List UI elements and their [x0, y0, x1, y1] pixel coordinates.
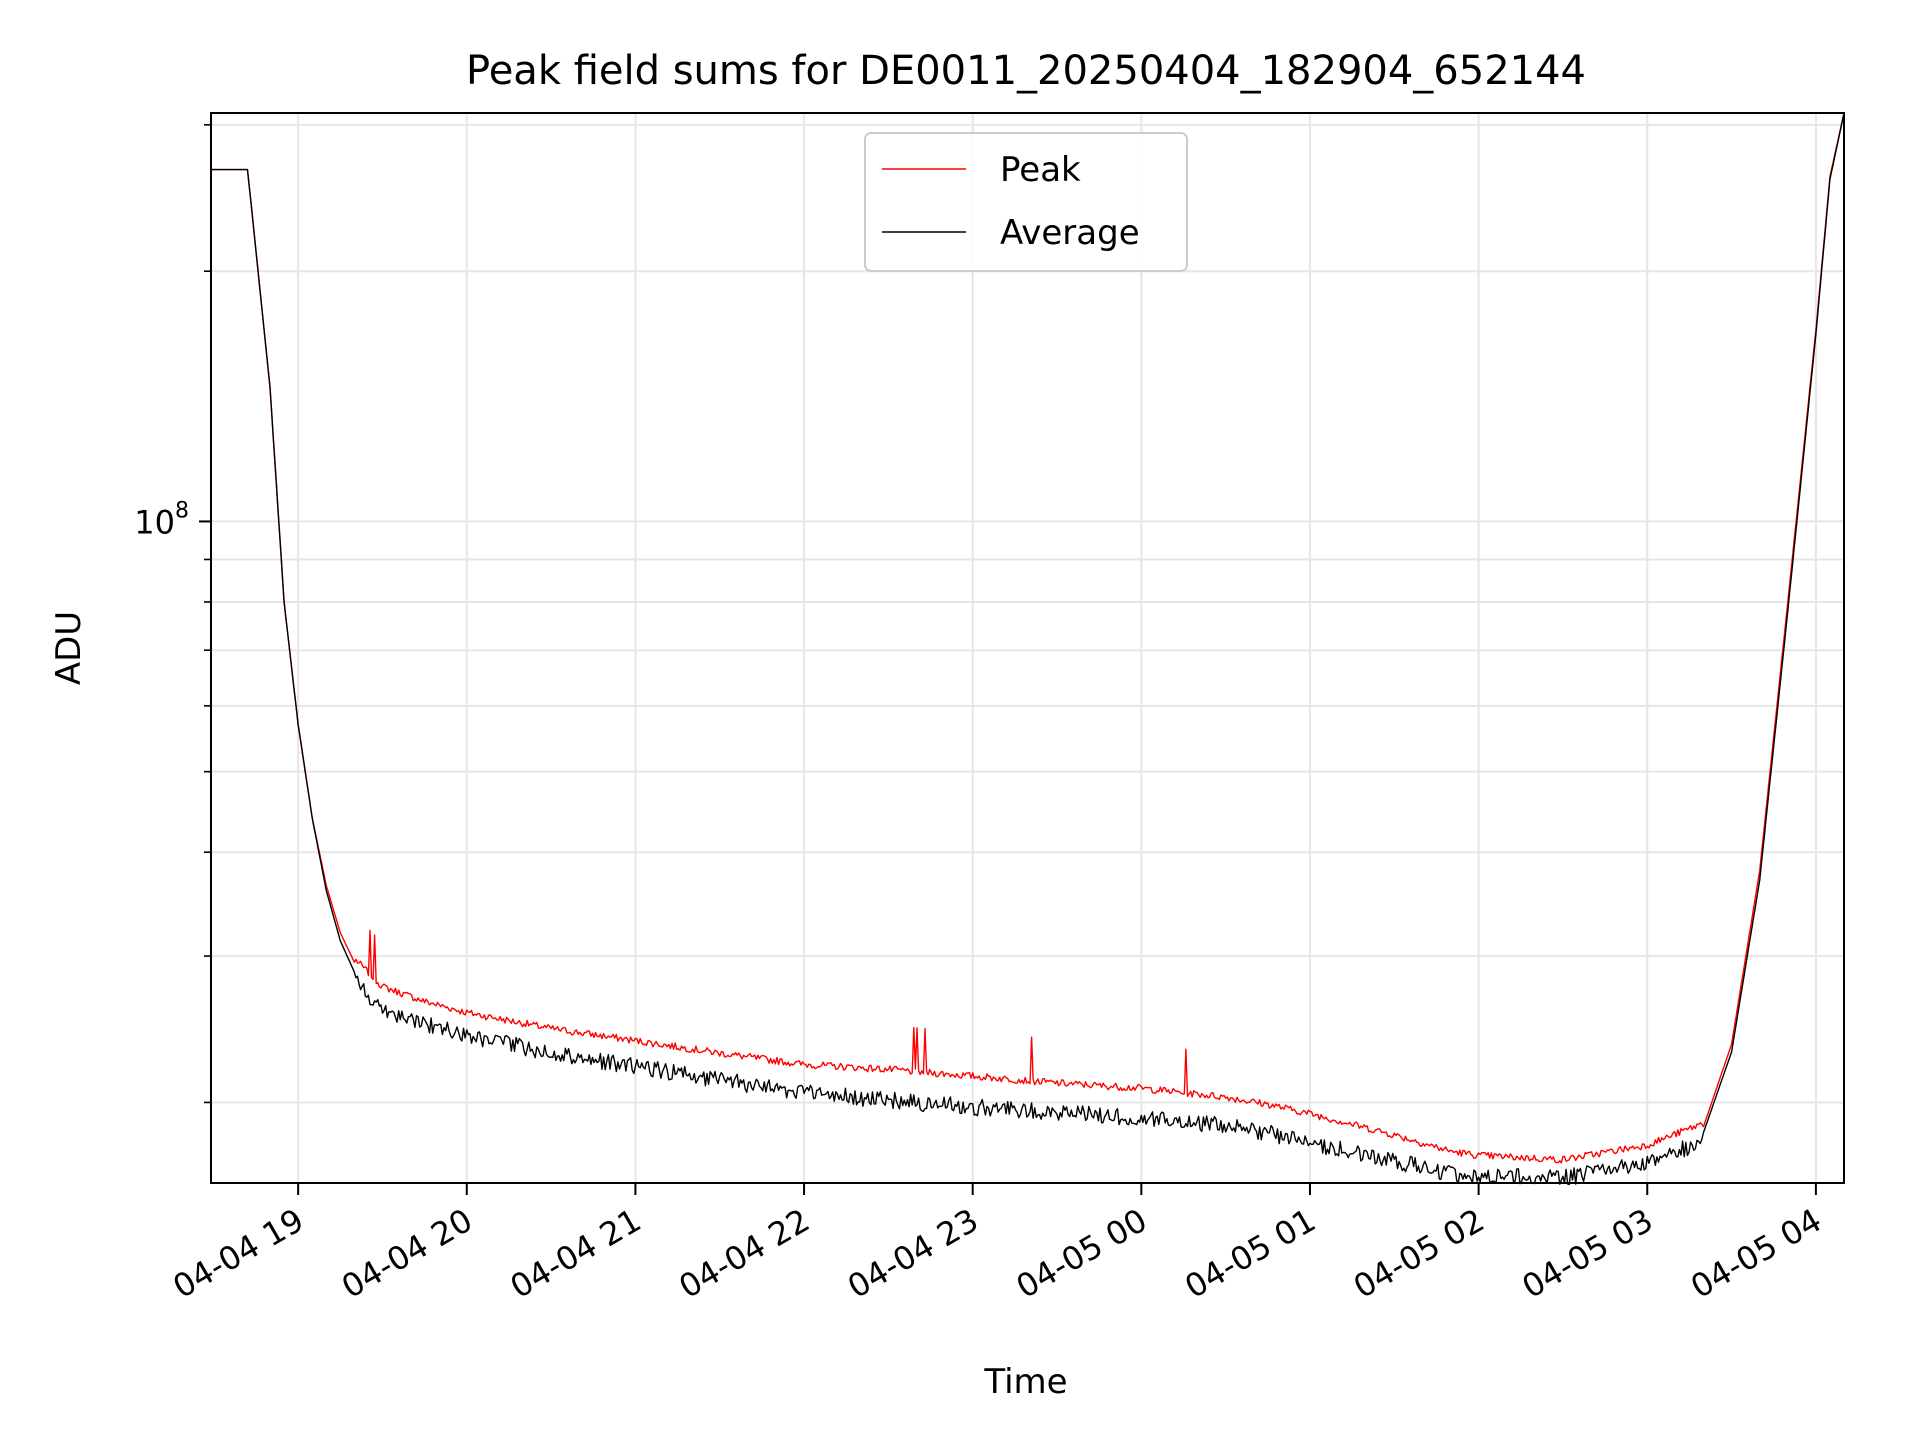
y-tick-label: 108 — [134, 498, 189, 541]
legend-box — [864, 132, 1188, 272]
plot-frame — [210, 112, 1845, 1184]
y-ticks: 108 — [134, 124, 211, 1104]
series-line-peak — [211, 112, 1845, 1164]
chart-title: Peak field sums for DE0011_20250404_1829… — [466, 48, 1586, 94]
legend: Peak Average — [864, 132, 1188, 272]
legend-label-peak: Peak — [1000, 150, 1081, 190]
x-axis-label: Time — [983, 1362, 1067, 1402]
series-layer — [211, 112, 1845, 1186]
series-line-average — [211, 112, 1845, 1186]
legend-label-average: Average — [1000, 213, 1140, 253]
grid — [211, 113, 1844, 1183]
y-axis-label: ADU — [49, 611, 89, 685]
